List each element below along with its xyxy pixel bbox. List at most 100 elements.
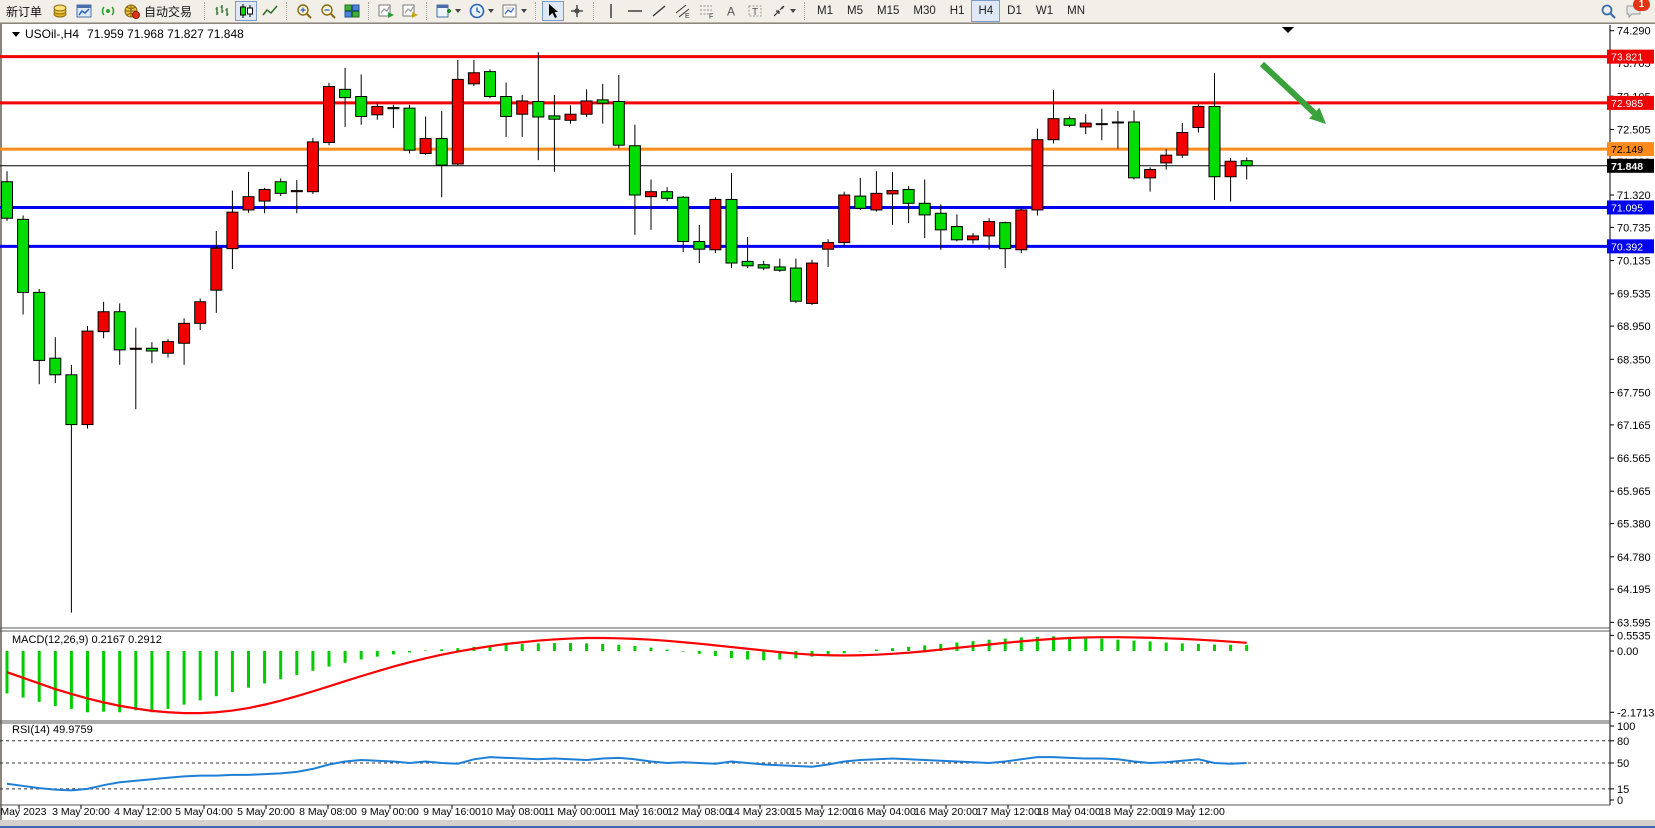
cursor-button[interactable] bbox=[542, 1, 565, 21]
svg-text:72.149: 72.149 bbox=[1611, 144, 1643, 156]
vertical-line-button[interactable] bbox=[600, 1, 622, 21]
timeframe-h4-button[interactable]: H4 bbox=[971, 0, 1001, 22]
price-badges: 73.821 72.985 72.149 71.095 70.392 71.848 bbox=[1607, 49, 1654, 254]
pane-borders bbox=[0, 25, 1611, 806]
trendline-button[interactable] bbox=[648, 1, 670, 21]
toolbar-separator bbox=[593, 2, 595, 20]
candlestick-type-button[interactable] bbox=[235, 1, 258, 21]
svg-text:63.595: 63.595 bbox=[1617, 617, 1651, 629]
horizontal-line-button[interactable] bbox=[624, 1, 646, 21]
chart-canvas[interactable]: 74.29073.70573.10572.50571.92071.32070.7… bbox=[0, 23, 1655, 828]
timeframe-w1-button[interactable]: W1 bbox=[1035, 5, 1054, 17]
toolbar-separator bbox=[535, 2, 537, 20]
auto-trading-label: 自动交易 bbox=[144, 4, 193, 19]
svg-text:15: 15 bbox=[1617, 784, 1629, 796]
line-chart-type-button[interactable] bbox=[259, 1, 281, 21]
fibonacci-button[interactable]: F bbox=[696, 1, 718, 21]
svg-text:15 May 12:00: 15 May 12:00 bbox=[790, 806, 854, 818]
toolbar-separator bbox=[426, 2, 428, 20]
profile-next-button[interactable] bbox=[399, 1, 421, 21]
text-label-button[interactable]: T bbox=[744, 1, 766, 21]
equidistant-channel-button[interactable]: E bbox=[672, 1, 694, 21]
svg-text:50: 50 bbox=[1617, 758, 1629, 770]
crosshair-button[interactable] bbox=[566, 1, 588, 21]
svg-text:-2.1713: -2.1713 bbox=[1617, 707, 1654, 719]
svg-text:73.705: 73.705 bbox=[1617, 58, 1651, 70]
coins-icon[interactable] bbox=[49, 1, 71, 21]
timeframe-m1-button[interactable]: M1 bbox=[817, 5, 834, 17]
svg-text:17 May 12:00: 17 May 12:00 bbox=[976, 806, 1040, 818]
svg-text:12 May 08:00: 12 May 08:00 bbox=[667, 806, 731, 818]
globe-icon bbox=[124, 4, 141, 19]
svg-text:100: 100 bbox=[1617, 721, 1635, 733]
new-chart-button[interactable] bbox=[433, 1, 464, 21]
svg-text:3 May 20:00: 3 May 20:00 bbox=[52, 806, 110, 818]
timeframe-group: M1 M5 M15 M30 H1 H4 D1 W1 MN bbox=[810, 0, 1092, 22]
svg-text:64.780: 64.780 bbox=[1617, 552, 1651, 564]
chart-collapse-icon[interactable] bbox=[12, 31, 20, 37]
rsi-indicator-label: RSI(14) 49.9759 bbox=[12, 724, 93, 736]
svg-text:10 May 08:00: 10 May 08:00 bbox=[481, 806, 545, 818]
svg-text:14 May 23:00: 14 May 23:00 bbox=[728, 806, 792, 818]
svg-text:68.350: 68.350 bbox=[1617, 354, 1651, 366]
timeframe-m5-button[interactable]: M5 bbox=[847, 5, 863, 17]
svg-text:69.535: 69.535 bbox=[1617, 289, 1651, 301]
text-button[interactable]: A bbox=[720, 1, 742, 21]
svg-text:5 May 04:00: 5 May 04:00 bbox=[175, 806, 233, 818]
dropdown-arrow-icon bbox=[455, 9, 462, 13]
time-axis[interactable]: 3 May 2023 3 May 20:00 4 May 12:005 May 04… bbox=[0, 805, 1225, 818]
svg-text:11 May 16:00: 11 May 16:00 bbox=[606, 806, 669, 818]
timeframe-h1-button[interactable]: H1 bbox=[949, 5, 965, 17]
svg-text:72.505: 72.505 bbox=[1617, 124, 1651, 136]
auto-trading-button[interactable]: 自动交易 bbox=[121, 1, 199, 21]
svg-text:9 May 16:00: 9 May 16:00 bbox=[423, 806, 481, 818]
profile-chart-button[interactable] bbox=[375, 1, 397, 21]
svg-text:19 May 12:00: 19 May 12:00 bbox=[1161, 806, 1225, 818]
svg-text:3 May 2023: 3 May 2023 bbox=[0, 806, 47, 818]
period-button[interactable] bbox=[466, 1, 497, 21]
toolbar-separator bbox=[804, 2, 806, 20]
price-axis[interactable]: 74.29073.70573.10572.50571.92071.32070.7… bbox=[1610, 26, 1651, 630]
svg-text:0.00: 0.00 bbox=[1617, 646, 1638, 658]
arrows-tool-button[interactable] bbox=[768, 1, 799, 21]
svg-text:T: T bbox=[752, 7, 758, 18]
new-order-button[interactable]: 新订单 bbox=[6, 4, 43, 19]
svg-text:0.5535: 0.5535 bbox=[1617, 630, 1651, 642]
macd-pane[interactable]: 0.5535 0.00 -2.1713 bbox=[5, 630, 1654, 719]
candles bbox=[1, 52, 1253, 613]
dropdown-arrow-icon bbox=[790, 9, 797, 13]
chart-window-icon[interactable] bbox=[73, 1, 95, 21]
svg-text:73.821: 73.821 bbox=[1611, 52, 1643, 64]
search-icon[interactable] bbox=[1597, 1, 1620, 21]
trend-arrow-annotation[interactable] bbox=[1259, 61, 1326, 124]
svg-text:68.950: 68.950 bbox=[1617, 321, 1651, 333]
template-button[interactable] bbox=[499, 1, 530, 21]
svg-text:71.848: 71.848 bbox=[1611, 161, 1643, 173]
timeframe-m15-button[interactable]: M15 bbox=[877, 5, 900, 17]
horizontal-lines[interactable] bbox=[0, 55, 1610, 248]
macd-indicator-label: MACD(12,26,9) 0.2167 0.2912 bbox=[12, 634, 162, 646]
svg-text:8 May 08:00: 8 May 08:00 bbox=[299, 806, 357, 818]
svg-text:70.735: 70.735 bbox=[1617, 222, 1651, 234]
toolbar-separator bbox=[286, 2, 288, 20]
dropdown-arrow-icon bbox=[488, 9, 495, 13]
chart-symbol-timeframe: USOil-,H4 bbox=[25, 27, 80, 41]
svg-text:16 May 04:00: 16 May 04:00 bbox=[852, 806, 916, 818]
signal-icon[interactable] bbox=[97, 1, 119, 21]
svg-text:67.165: 67.165 bbox=[1617, 420, 1651, 432]
svg-text:11 May 00:00: 11 May 00:00 bbox=[544, 806, 607, 818]
bar-chart-type-button[interactable] bbox=[211, 1, 233, 21]
svg-text:9 May 00:00: 9 May 00:00 bbox=[361, 806, 419, 818]
timeframe-m30-button[interactable]: M30 bbox=[913, 5, 936, 17]
chat-button[interactable]: 1 bbox=[1622, 0, 1650, 21]
zoom-out-button[interactable] bbox=[317, 1, 339, 21]
tile-windows-button[interactable] bbox=[341, 1, 363, 21]
timeframe-d1-button[interactable]: D1 bbox=[1007, 5, 1022, 17]
timeframe-mn-button[interactable]: MN bbox=[1067, 5, 1085, 17]
rsi-pane[interactable]: 100 80 50 150 bbox=[0, 721, 1635, 807]
chart-window bbox=[0, 23, 1655, 821]
svg-text:80: 80 bbox=[1617, 736, 1629, 748]
zoom-in-button[interactable] bbox=[293, 1, 315, 21]
svg-text:65.965: 65.965 bbox=[1617, 486, 1651, 498]
toolbar: 新订单 自动交易 bbox=[0, 0, 1655, 23]
